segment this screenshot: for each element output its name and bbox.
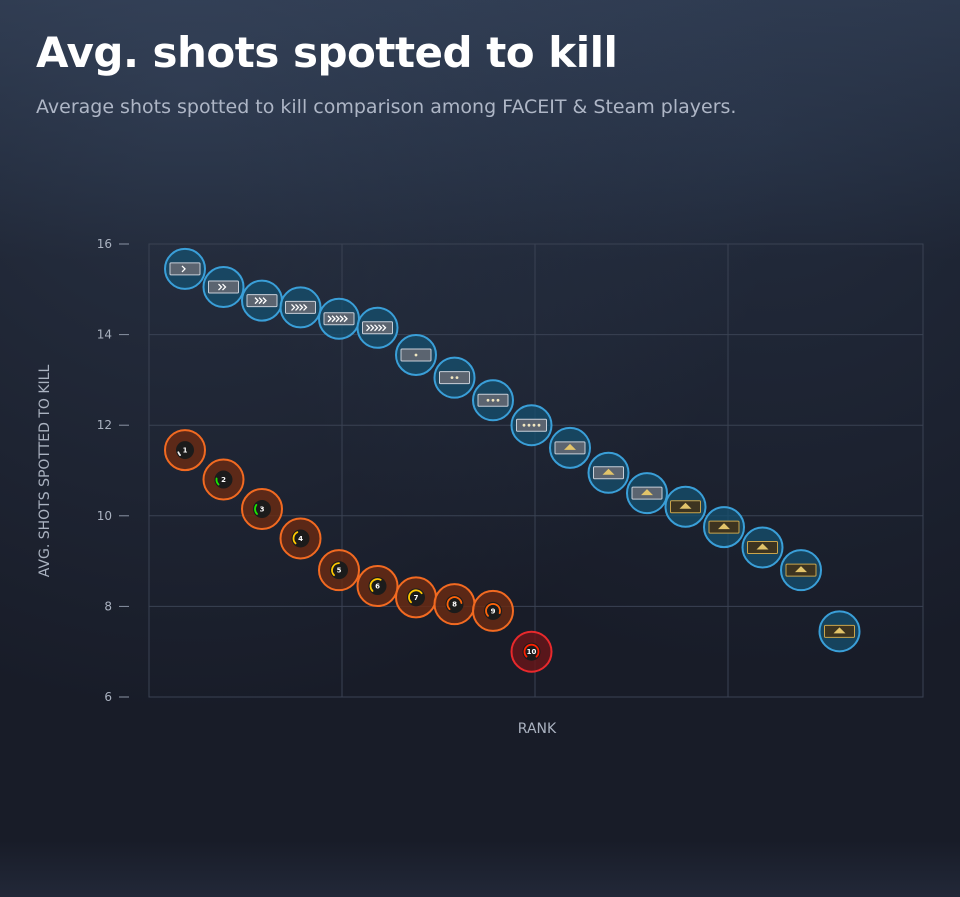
y-axis-title: AVG. SHOTS SPOTTED TO KILL (37, 365, 53, 578)
faceit-level-label: 6 (375, 583, 380, 591)
page-subtitle: Average shots spotted to kill comparison… (36, 96, 737, 118)
steam-rank-point (780, 549, 822, 592)
steam-rank-point (279, 286, 322, 329)
cs-rank-badge-icon (516, 418, 547, 432)
faceit-level-icon: 1 (176, 441, 194, 460)
steam-rank-point (549, 426, 591, 469)
chart-grid (148, 243, 924, 698)
faceit-level-label: 4 (298, 535, 303, 543)
faceit-level-label: 5 (337, 567, 342, 575)
cs-rank-badge-icon (439, 371, 470, 385)
cs-rank-badge-icon (554, 441, 586, 455)
faceit-level-point: 5 (318, 549, 360, 592)
faceit-level-point: 10 (510, 630, 553, 673)
steam-rank-point (472, 379, 514, 422)
faceit-level-point: 8 (433, 583, 476, 626)
faceit-level-point: 3 (241, 488, 283, 531)
faceit-level-label: 7 (414, 594, 419, 602)
cs-rank-badge-icon (631, 486, 663, 500)
steam-rank-point (510, 404, 553, 447)
cs-rank-badge-icon (169, 262, 201, 276)
steam-rank-point (318, 297, 360, 340)
steam-rank-point (202, 266, 245, 309)
faceit-level-label: 9 (491, 607, 496, 615)
cs-rank-badge-icon (362, 321, 393, 335)
faceit-level-point: 7 (395, 576, 437, 619)
cs-rank-badge-icon (670, 500, 701, 514)
steam-rank-point (241, 279, 283, 322)
faceit-level-icon: 5 (330, 561, 348, 580)
faceit-level-point: 9 (472, 589, 514, 632)
faceit-level-label: 1 (183, 447, 188, 455)
faceit-level-icon: 4 (291, 529, 310, 548)
cs-rank-badge-icon (747, 541, 778, 555)
faceit-level-icon: 3 (253, 500, 271, 519)
faceit-level-icon: 10 (522, 642, 541, 661)
steam-rank-point (587, 451, 630, 494)
cs-rank-badge-icon (208, 280, 239, 294)
faceit-level-label: 8 (452, 601, 457, 609)
y-tick-label: 10 (97, 509, 112, 523)
steam-rank-point (164, 247, 206, 290)
faceit-level-icon: 2 (214, 470, 233, 489)
faceit-level-icon: 8 (445, 595, 464, 614)
faceit-level-label: 2 (221, 476, 226, 484)
y-tick-label: 12 (97, 418, 112, 432)
steam-rank-point (703, 506, 745, 549)
cs-rank-badge-icon (285, 300, 316, 314)
steam-rank-point (664, 485, 707, 528)
cs-rank-badge-icon (785, 563, 817, 577)
faceit-level-icon: 9 (484, 601, 502, 620)
cs-rank-badge-icon (824, 624, 855, 638)
chart-points: 1 2 3 4 5 6 7 8 9 10 (164, 247, 861, 673)
faceit-level-point: 2 (202, 458, 245, 501)
steam-rank-point (356, 306, 399, 349)
cs-rank-badge-icon (323, 312, 355, 326)
faceit-level-icon: 7 (407, 588, 425, 607)
steam-rank-point (818, 610, 861, 653)
faceit-level-point: 4 (279, 517, 322, 560)
steam-rank-point (626, 472, 668, 515)
y-tick-label: 14 (97, 328, 112, 342)
faceit-level-point: 1 (164, 429, 206, 472)
faceit-level-label: 10 (527, 648, 537, 656)
steam-rank-point (395, 333, 437, 376)
cs-rank-badge-icon (593, 466, 624, 480)
x-axis-title: RANK (518, 721, 557, 737)
cs-rank-badge-icon (708, 520, 740, 534)
steam-rank-point (433, 356, 476, 399)
y-axis: 6 8 10 12 14 16 (97, 237, 129, 704)
y-tick-label: 6 (104, 690, 112, 704)
faceit-level-point: 6 (356, 565, 399, 608)
steam-rank-point (741, 526, 784, 569)
y-tick-label: 8 (104, 599, 112, 613)
faceit-level-label: 3 (260, 506, 265, 514)
cs-rank-badge-icon (400, 348, 432, 362)
cs-rank-badge-icon (246, 294, 278, 308)
page-title: Avg. shots spotted to kill (36, 28, 618, 77)
faceit-level-icon: 6 (368, 577, 387, 596)
cs-rank-badge-icon (477, 393, 509, 407)
y-tick-label: 16 (97, 237, 112, 251)
